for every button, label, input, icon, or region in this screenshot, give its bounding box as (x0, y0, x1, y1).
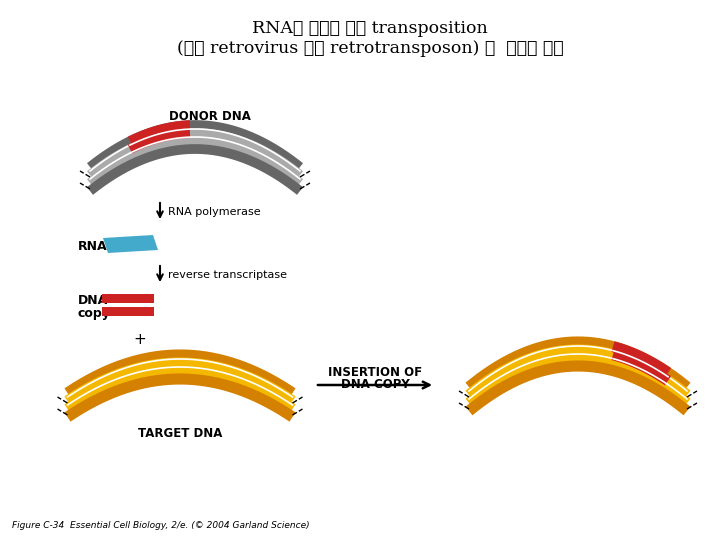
Text: +: + (134, 332, 146, 347)
Text: DNA COPY: DNA COPY (341, 377, 410, 390)
Text: copy: copy (78, 307, 111, 321)
Text: TARGET DNA: TARGET DNA (138, 427, 222, 440)
Bar (102, 294, 154, 303)
Polygon shape (103, 235, 158, 253)
Text: DNA: DNA (78, 294, 108, 307)
Text: RNA polymerase: RNA polymerase (168, 207, 261, 217)
Text: INSERTION OF: INSERTION OF (328, 366, 422, 379)
Text: reverse transcriptase: reverse transcriptase (168, 270, 287, 280)
Text: RNA: RNA (78, 240, 107, 253)
Bar (102, 307, 154, 316)
Text: (주로 retrovirus 또는 retrotransposon) 에  의하여 발생: (주로 retrovirus 또는 retrotransposon) 에 의하여… (176, 40, 563, 57)
Text: DONOR DNA: DONOR DNA (169, 110, 251, 123)
Text: RNA를 매개로 하는 transposition: RNA를 매개로 하는 transposition (252, 20, 488, 37)
Text: Figure C-34  Essential Cell Biology, 2/e. (© 2004 Garland Science): Figure C-34 Essential Cell Biology, 2/e.… (12, 521, 310, 530)
